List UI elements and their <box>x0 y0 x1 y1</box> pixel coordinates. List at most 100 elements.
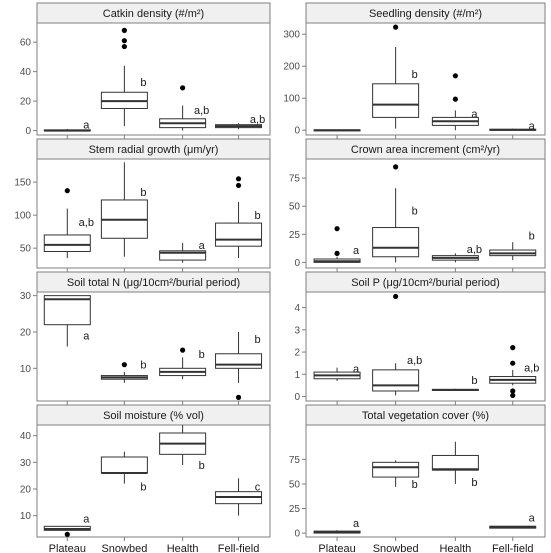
facet-panel-8: Total vegetation cover (%) 0 25 50 75 a b b a Pla… <box>289 404 546 553</box>
box-snowbed: b <box>372 24 420 129</box>
significance-letter: b <box>140 360 146 372</box>
y-tick-label: 0 <box>294 392 300 403</box>
outlier-point <box>510 345 516 351</box>
box-iqr <box>159 250 207 261</box>
y-tick-label: 100 <box>14 211 31 222</box>
plot-area <box>36 22 271 136</box>
box-health: b <box>431 441 479 489</box>
box-plateau: a <box>43 513 91 537</box>
box-health: a <box>159 240 207 263</box>
y-tick-label: 300 <box>283 30 300 41</box>
box-iqr <box>100 456 148 474</box>
box-snowbed: b <box>100 451 148 493</box>
outlier-point <box>510 392 516 399</box>
plot-area <box>305 424 546 538</box>
box-plateau: a <box>313 226 361 263</box>
outlier-point <box>235 176 242 182</box>
box-iqr <box>431 454 479 471</box>
significance-letter: a <box>353 245 360 257</box>
box-snowbed: b <box>100 162 148 257</box>
significance-letter: b <box>412 206 418 218</box>
y-tick-label: 30 <box>20 291 32 302</box>
facet-title: Total vegetation cover (%) <box>362 410 489 422</box>
outlier-point <box>235 394 242 400</box>
box-fell-field: a <box>489 512 537 529</box>
facet-title: Crown area increment (cm²/yr) <box>351 144 500 156</box>
x-category-label: Health <box>439 543 471 553</box>
facet-title: Soil P (μg/10cm²/burial period) <box>351 277 500 289</box>
box-health: a <box>431 73 479 131</box>
facet-title: Catkin density (#/m²) <box>103 8 204 20</box>
box-iqr <box>372 461 420 478</box>
significance-letter: b <box>140 481 146 493</box>
outlier-point <box>64 188 70 194</box>
significance-letter: a,b <box>79 217 94 229</box>
significance-letter: a <box>83 120 90 132</box>
plot-area <box>305 291 546 402</box>
y-tick-label: 200 <box>283 62 300 73</box>
box-iqr <box>215 222 263 247</box>
box-health: a,b <box>159 85 209 131</box>
box-fell-field: b <box>215 176 263 259</box>
significance-letter: a <box>199 240 206 252</box>
box-plateau: a,b <box>43 188 94 259</box>
facet-panel-2: Seedling density (#/m²) 0 100 200 300 b a a <box>283 2 546 139</box>
y-tick-label: 1 <box>294 370 300 381</box>
significance-letter: a <box>471 109 478 121</box>
y-tick-label: 25 <box>289 504 301 515</box>
facet-panel-3: Stem radial growth (μm/yr) 50 100 150 a,b b a b <box>14 138 271 272</box>
y-tick-label: 30 <box>20 458 32 469</box>
facet-panel-7: Soil moisture (% vol) 10 20 30 40 a b b c Plateau… <box>20 404 271 553</box>
box-iqr <box>43 234 91 252</box>
plot-area <box>305 22 546 136</box>
box-plateau: a <box>313 518 361 534</box>
box-plateau: a <box>313 364 361 381</box>
box-health: b <box>159 425 207 472</box>
box-health: b <box>431 375 479 391</box>
significance-letter: b <box>412 69 418 81</box>
y-tick-label: 40 <box>20 431 32 442</box>
facet-panel-1: Catkin density (#/m²) 0 20 40 60 a b a,b a,b <box>20 2 271 139</box>
box-iqr <box>372 83 420 118</box>
significance-letter: a <box>529 120 536 132</box>
significance-letter: a <box>529 512 536 524</box>
box-iqr <box>215 353 263 369</box>
box-snowbed: a,b <box>372 293 422 396</box>
significance-letter: a <box>83 513 90 525</box>
box-health: b <box>159 347 207 380</box>
y-tick-label: 20 <box>20 485 32 496</box>
significance-letter: a,b <box>250 114 265 126</box>
box-fell-field: b <box>215 331 263 400</box>
x-category-label: Fell-field <box>492 543 534 553</box>
y-tick-label: 0 <box>294 126 300 137</box>
outlier-point <box>64 531 70 537</box>
significance-letter: b <box>199 349 205 361</box>
significance-letter: a,b <box>524 363 539 375</box>
box-plateau: a <box>43 120 91 132</box>
significance-letter: a <box>353 518 360 530</box>
significance-letter: a <box>83 331 90 343</box>
box-snowbed: b <box>372 460 420 491</box>
y-tick-label: 3 <box>294 325 300 336</box>
box-iqr <box>372 227 420 258</box>
y-tick-label: 0 <box>294 529 300 540</box>
outlier-point <box>334 226 340 232</box>
y-tick-label: 4 <box>294 303 300 314</box>
y-tick-label: 50 <box>289 479 301 490</box>
facet-panel-4: Crown area increment (cm²/yr) 0 25 50 75 a b a,… <box>289 138 546 272</box>
y-tick-label: 75 <box>289 455 301 466</box>
facet-title: Soil moisture (% vol) <box>103 410 204 422</box>
y-tick-label: 75 <box>289 174 301 185</box>
significance-letter: b <box>140 77 146 89</box>
x-category-label: Plateau <box>318 543 355 553</box>
box-health: a,b <box>431 244 482 263</box>
box-snowbed: b <box>100 360 148 383</box>
box-snowbed: b <box>372 164 420 263</box>
facet-title: Soil total N (μg/10cm²/burial period) <box>67 277 240 289</box>
outlier-point <box>121 27 127 33</box>
y-tick-label: 100 <box>283 94 300 105</box>
facet-title: Seedling density (#/m²) <box>369 8 482 20</box>
y-tick-label: 0 <box>294 258 300 269</box>
outlier-point <box>452 96 458 102</box>
outlier-point <box>393 164 399 170</box>
